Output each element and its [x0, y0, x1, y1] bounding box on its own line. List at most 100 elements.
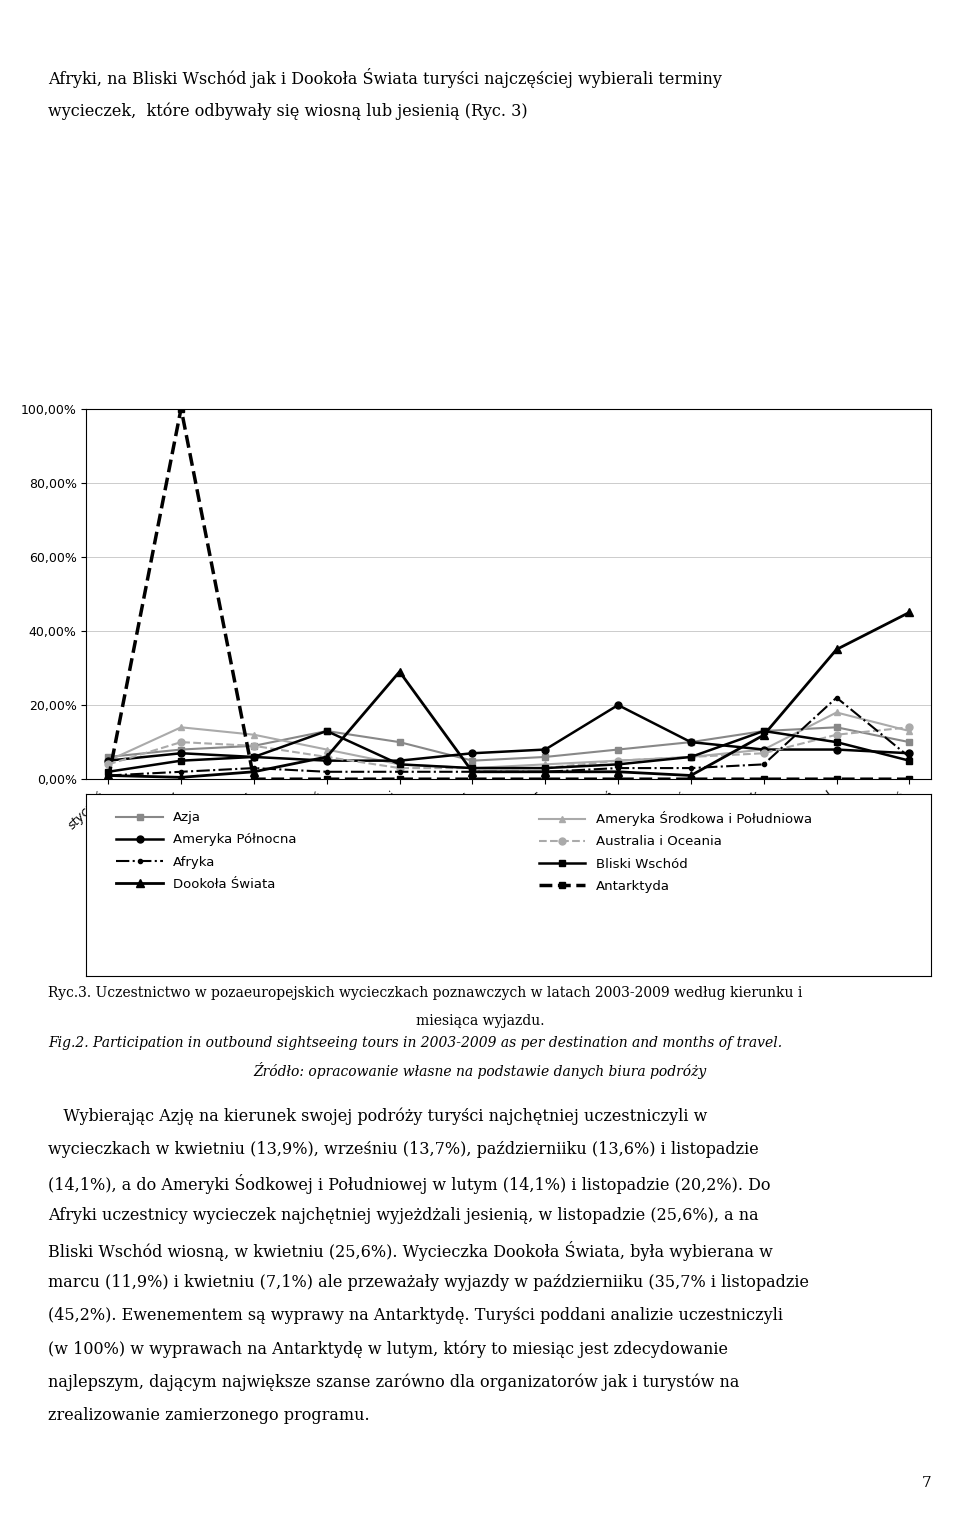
Text: (w 100%) w wyprawach na Antarktydę w lutym, który to miesiąc jest zdecydowanie: (w 100%) w wyprawach na Antarktydę w lut… — [48, 1341, 728, 1359]
Azja — [394, 734, 405, 752]
Dookoła Świata — [903, 604, 915, 622]
Ameryka Środkowa i Południowa — [540, 755, 551, 773]
Ameryka Środkowa i Południowa — [685, 747, 697, 766]
Legend: Ameryka Środkowa i Południowa, Australia i Oceania, Bliski Wschód, Antarktyda: Ameryka Środkowa i Południowa, Australia… — [532, 805, 818, 899]
Afryka — [467, 763, 478, 781]
Bliski Wschód — [467, 760, 478, 778]
Afryka — [321, 763, 332, 781]
Australia i Oceania — [467, 760, 478, 778]
Dookoła Świata — [758, 726, 770, 744]
Azja — [830, 719, 842, 737]
Ameryka Środkowa i Południowa — [612, 752, 624, 770]
Bliski Wschód — [248, 747, 259, 766]
Line: Australia i Oceania: Australia i Oceania — [105, 723, 913, 772]
Text: wycieczek,  które odbywały się wiosną lub jesienią (Ryc. 3): wycieczek, które odbywały się wiosną lub… — [48, 103, 528, 121]
Ameryka Północna — [612, 696, 624, 714]
Ameryka Środkowa i Południowa — [176, 719, 187, 737]
Text: (45,2%). Ewenementem są wyprawy na Antarktydę. Turyści poddani analizie uczestni: (45,2%). Ewenementem są wyprawy na Antar… — [48, 1307, 783, 1324]
Ameryka Północna — [830, 740, 842, 758]
Text: zrealizowanie zamierzonego programu.: zrealizowanie zamierzonego programu. — [48, 1407, 370, 1424]
Ameryka Północna — [103, 752, 114, 770]
Line: Azja: Azja — [105, 723, 913, 764]
Afryka — [248, 760, 259, 778]
Bliski Wschód — [321, 722, 332, 740]
Azja — [103, 747, 114, 766]
Australia i Oceania — [394, 760, 405, 778]
Text: Ryc.3. Uczestnictwo w pozaeuropejskich wycieczkach poznawczych w latach 2003-200: Ryc.3. Uczestnictwo w pozaeuropejskich w… — [48, 986, 803, 1000]
Antarktyda — [321, 770, 332, 788]
Dookoła Świata — [176, 769, 187, 787]
Australia i Oceania — [685, 747, 697, 766]
Ameryka Środkowa i Południowa — [103, 752, 114, 770]
Dookoła Świata — [321, 747, 332, 766]
Australia i Oceania — [903, 719, 915, 737]
Afryka — [685, 760, 697, 778]
Line: Ameryka Północna: Ameryka Północna — [105, 702, 913, 764]
Dookoła Świata — [685, 767, 697, 785]
Ameryka Północna — [321, 752, 332, 770]
Ameryka Środkowa i Południowa — [467, 760, 478, 778]
Text: (14,1%), a do Ameryki Śodkowej i Południowej w lutym (14,1%) i listopadzie (20,2: (14,1%), a do Ameryki Śodkowej i Południ… — [48, 1174, 771, 1194]
Afryka — [394, 763, 405, 781]
Australia i Oceania — [758, 744, 770, 763]
Text: miesiąca wyjazdu.: miesiąca wyjazdu. — [416, 1014, 544, 1027]
Bliski Wschód — [103, 763, 114, 781]
Text: wycieczkach w kwietniu (13,9%), wrześniu (13,7%), październiiku (13,6%) i listop: wycieczkach w kwietniu (13,9%), wrześniu… — [48, 1141, 758, 1157]
Ameryka Północna — [467, 744, 478, 763]
Antarktyda — [394, 770, 405, 788]
Antarktyda — [248, 770, 259, 788]
Afryka — [830, 688, 842, 707]
Afryka — [612, 760, 624, 778]
Antarktyda — [685, 770, 697, 788]
Antarktyda — [612, 770, 624, 788]
Antarktyda — [830, 770, 842, 788]
Dookoła Świata — [394, 663, 405, 681]
Line: Afryka: Afryka — [104, 693, 914, 779]
Ameryka Środkowa i Południowa — [903, 722, 915, 740]
Antarktyda — [540, 770, 551, 788]
Text: Afryki uczestnicy wycieczek najchętniej wyjeżdżali jesienią, w listopadzie (25,6: Afryki uczestnicy wycieczek najchętniej … — [48, 1207, 758, 1224]
Ameryka Północna — [176, 744, 187, 763]
Text: 7: 7 — [922, 1477, 931, 1490]
Dookoła Świata — [612, 763, 624, 781]
Australia i Oceania — [612, 752, 624, 770]
Ameryka Północna — [540, 740, 551, 758]
Text: marcu (11,9%) i kwietniu (7,1%) ale przeważały wyjazdy w październiiku (35,7% i : marcu (11,9%) i kwietniu (7,1%) ale prze… — [48, 1274, 809, 1291]
Text: Fig.2. Participation in outbound sightseeing tours in 2003-2009 as per destinati: Fig.2. Participation in outbound sightse… — [48, 1036, 782, 1050]
Ameryka Północna — [394, 752, 405, 770]
Australia i Oceania — [830, 726, 842, 744]
Bliski Wschód — [903, 752, 915, 770]
Afryka — [540, 763, 551, 781]
Australia i Oceania — [176, 734, 187, 752]
Text: Afryki, na Bliski Wschód jak i Dookoła Świata turyści najczęściej wybierali term: Afryki, na Bliski Wschód jak i Dookoła Ś… — [48, 68, 722, 88]
Text: Wybierając Azję na kierunek swojej podróży turyści najchętniej uczestniczyli w: Wybierając Azję na kierunek swojej podró… — [48, 1108, 708, 1126]
Ameryka Środkowa i Południowa — [830, 704, 842, 722]
Ameryka Północna — [758, 740, 770, 758]
Bliski Wschód — [394, 755, 405, 773]
Bliski Wschód — [612, 755, 624, 773]
Antarktyda — [103, 770, 114, 788]
Azja — [467, 752, 478, 770]
Afryka — [176, 763, 187, 781]
Ameryka Północna — [685, 734, 697, 752]
Azja — [321, 722, 332, 740]
Antarktyda — [758, 770, 770, 788]
Line: Dookoła Świata: Dookoła Świata — [104, 608, 914, 782]
Text: najlepszym, dającym największe szanse zarówno dla organizatorów jak i turystów n: najlepszym, dającym największe szanse za… — [48, 1374, 739, 1392]
Dookoła Świata — [103, 767, 114, 785]
Bliski Wschód — [685, 747, 697, 766]
Line: Antarktyda: Antarktyda — [105, 405, 913, 782]
Antarktyda — [467, 770, 478, 788]
Azja — [612, 740, 624, 758]
Antarktyda — [176, 399, 187, 418]
Azja — [685, 734, 697, 752]
Afryka — [103, 767, 114, 785]
Azja — [903, 734, 915, 752]
Line: Ameryka Środkowa i Południowa: Ameryka Środkowa i Południowa — [105, 710, 913, 772]
Bliski Wschód — [758, 722, 770, 740]
Australia i Oceania — [540, 760, 551, 778]
Australia i Oceania — [103, 755, 114, 773]
Azja — [176, 740, 187, 758]
Azja — [758, 722, 770, 740]
Dookoła Świata — [830, 640, 842, 658]
